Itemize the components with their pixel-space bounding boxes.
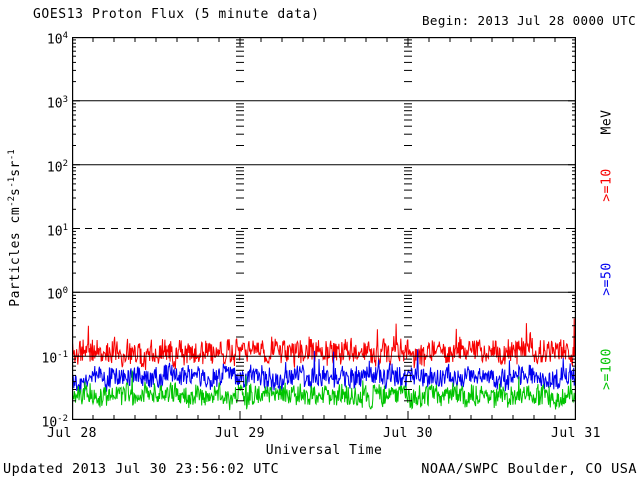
y-tick-label-1e4: 104 [46, 31, 68, 48]
y-tick-label-1e0: 100 [46, 286, 68, 303]
legend-label-gege10: >=10 [599, 168, 615, 202]
x-tick-label-jul-30: Jul 30 [383, 426, 433, 441]
series-trace-100mev [72, 370, 576, 411]
y-tick-label-1e2: 102 [46, 158, 68, 175]
x-tick-label-jul-28: Jul 28 [47, 426, 97, 441]
y-tick-label-1e1: 101 [46, 222, 68, 239]
updated-timestamp: Updated 2013 Jul 30 23:56:02 UTC [3, 461, 280, 477]
proton-flux-chart [72, 37, 576, 420]
x-tick-label-jul-29: Jul 29 [215, 426, 265, 441]
y-tick-label-1e-1: 10-1 [41, 350, 69, 367]
x-axis-title: Universal Time [265, 443, 383, 458]
plot-area [72, 37, 576, 420]
y-tick-label-1e-2: 10-2 [41, 414, 69, 431]
legend-label-gege50: >=50 [599, 262, 615, 296]
series-trace-50mev [72, 349, 576, 393]
begin-timestamp-label: Begin: 2013 Jul 28 0000 UTC [422, 13, 636, 28]
legend-label-gege100: >=100 [599, 348, 615, 390]
legend-label-mev: MeV [599, 109, 615, 135]
source-attribution: NOAA/SWPC Boulder, CO USA [421, 461, 637, 477]
x-tick-label-jul-31: Jul 31 [551, 426, 601, 441]
y-tick-label-1e3: 103 [46, 94, 68, 112]
series-trace-10mev [72, 318, 576, 371]
plot-frame [72, 37, 576, 420]
chart-title: GOES13 Proton Flux (5 minute data) [33, 7, 320, 22]
